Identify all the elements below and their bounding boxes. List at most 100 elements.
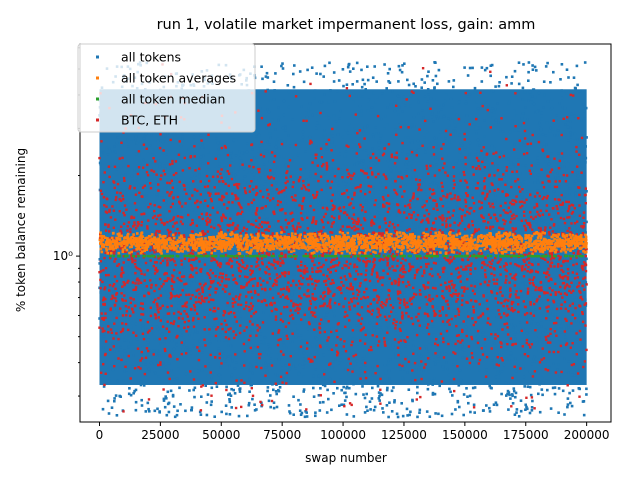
data-point bbox=[396, 170, 400, 174]
data-point bbox=[374, 305, 377, 308]
data-point bbox=[416, 391, 419, 395]
data-point bbox=[529, 393, 533, 397]
data-point bbox=[301, 130, 305, 134]
data-point bbox=[258, 144, 261, 148]
data-point bbox=[401, 361, 405, 365]
data-point bbox=[116, 268, 120, 272]
data-point bbox=[544, 357, 547, 361]
data-point bbox=[343, 399, 347, 402]
data-point bbox=[576, 363, 580, 366]
data-point bbox=[581, 190, 584, 194]
data-point bbox=[127, 140, 131, 144]
data-point bbox=[576, 266, 580, 269]
data-point bbox=[181, 343, 185, 346]
data-point bbox=[342, 403, 346, 407]
data-point bbox=[113, 145, 116, 148]
data-point bbox=[253, 303, 256, 307]
data-point bbox=[135, 207, 138, 210]
data-point bbox=[152, 231, 156, 234]
data-point bbox=[249, 367, 252, 371]
data-point bbox=[583, 61, 587, 64]
data-point bbox=[534, 311, 537, 315]
data-point bbox=[506, 389, 510, 393]
data-point bbox=[257, 344, 261, 348]
data-point bbox=[264, 170, 267, 173]
data-point bbox=[485, 368, 488, 372]
data-point bbox=[556, 172, 559, 175]
data-point bbox=[365, 310, 368, 313]
data-point bbox=[299, 220, 302, 224]
data-point bbox=[456, 164, 459, 167]
data-point bbox=[456, 318, 460, 321]
data-point bbox=[106, 308, 109, 312]
data-point bbox=[427, 93, 430, 96]
data-point bbox=[516, 268, 520, 272]
data-point bbox=[270, 287, 273, 290]
data-point bbox=[133, 169, 136, 172]
data-point bbox=[382, 411, 385, 414]
data-point bbox=[324, 224, 328, 227]
data-point bbox=[435, 145, 439, 149]
data-point bbox=[556, 133, 559, 137]
data-point bbox=[317, 124, 321, 127]
data-point bbox=[144, 221, 147, 225]
data-point bbox=[580, 350, 583, 354]
data-point bbox=[553, 386, 557, 389]
data-point bbox=[275, 405, 279, 409]
data-point bbox=[475, 131, 478, 135]
data-point bbox=[232, 138, 235, 142]
data-point bbox=[538, 382, 541, 386]
data-point bbox=[569, 126, 572, 129]
data-point bbox=[164, 275, 168, 278]
data-point bbox=[385, 252, 388, 255]
data-point bbox=[387, 415, 390, 419]
data-point bbox=[478, 144, 481, 147]
data-point bbox=[476, 143, 480, 147]
data-point bbox=[351, 140, 354, 143]
data-point bbox=[334, 292, 338, 295]
data-point bbox=[458, 183, 461, 187]
data-point bbox=[305, 111, 308, 115]
data-point bbox=[146, 152, 150, 156]
data-point bbox=[317, 199, 320, 203]
data-point bbox=[348, 386, 351, 390]
data-point bbox=[426, 119, 430, 122]
data-point bbox=[190, 156, 194, 160]
data-point bbox=[457, 319, 461, 322]
data-point bbox=[352, 148, 355, 151]
data-point bbox=[426, 263, 429, 267]
data-point bbox=[205, 268, 209, 272]
data-point bbox=[480, 301, 484, 304]
data-point bbox=[531, 64, 534, 67]
data-point bbox=[493, 287, 497, 290]
data-point bbox=[431, 383, 434, 386]
data-point bbox=[446, 228, 449, 231]
data-point bbox=[283, 298, 287, 301]
data-point bbox=[390, 389, 394, 393]
data-point bbox=[354, 282, 357, 285]
data-point bbox=[564, 218, 568, 221]
data-point bbox=[578, 357, 582, 360]
data-point bbox=[270, 219, 274, 222]
data-point bbox=[125, 311, 129, 314]
data-point bbox=[492, 230, 496, 233]
data-point bbox=[519, 399, 523, 402]
data-point bbox=[520, 117, 524, 120]
data-point bbox=[451, 342, 455, 346]
data-point bbox=[291, 271, 295, 275]
data-point bbox=[272, 80, 276, 83]
data-point bbox=[282, 296, 286, 299]
data-point bbox=[433, 376, 436, 380]
data-point bbox=[476, 138, 480, 142]
data-point bbox=[421, 330, 424, 334]
data-point bbox=[159, 342, 162, 345]
data-point bbox=[540, 388, 544, 391]
data-point bbox=[161, 318, 164, 321]
data-point bbox=[434, 156, 437, 160]
data-point bbox=[204, 220, 208, 224]
data-point bbox=[157, 350, 161, 354]
data-point bbox=[543, 262, 547, 265]
data-point bbox=[174, 177, 178, 181]
data-point bbox=[543, 193, 547, 197]
data-point bbox=[129, 393, 133, 397]
